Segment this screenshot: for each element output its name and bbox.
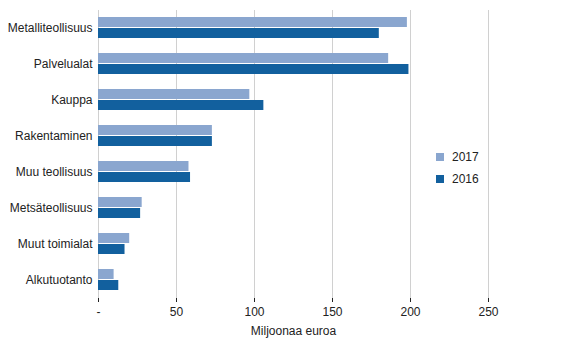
svg-text:Miljoonaa euroa: Miljoonaa euroa	[251, 324, 337, 338]
svg-text:Palvelualat: Palvelualat	[34, 57, 93, 71]
html-text:2016: 2016	[452, 172, 479, 186]
svg-text:Metsäteollisuus: Metsäteollisuus	[10, 201, 93, 215]
svg-text:Metalliteollisuus: Metalliteollisuus	[8, 21, 93, 35]
svg-text:50: 50	[170, 305, 184, 319]
svg-text:100: 100	[244, 305, 264, 319]
html-text:2017: 2017	[452, 150, 479, 164]
svg-text:200: 200	[400, 305, 420, 319]
svg-text:Alkutuotanto: Alkutuotanto	[26, 273, 93, 287]
svg-text:Kauppa: Kauppa	[51, 93, 93, 107]
svg-text:Muu teollisuus: Muu teollisuus	[16, 165, 93, 179]
svg-text:250: 250	[478, 305, 498, 319]
svg-text:150: 150	[322, 305, 342, 319]
svg-text:-: -	[97, 305, 101, 319]
svg-text:Rakentaminen: Rakentaminen	[15, 129, 92, 143]
svg-text:Muut toimialat: Muut toimialat	[18, 237, 93, 251]
